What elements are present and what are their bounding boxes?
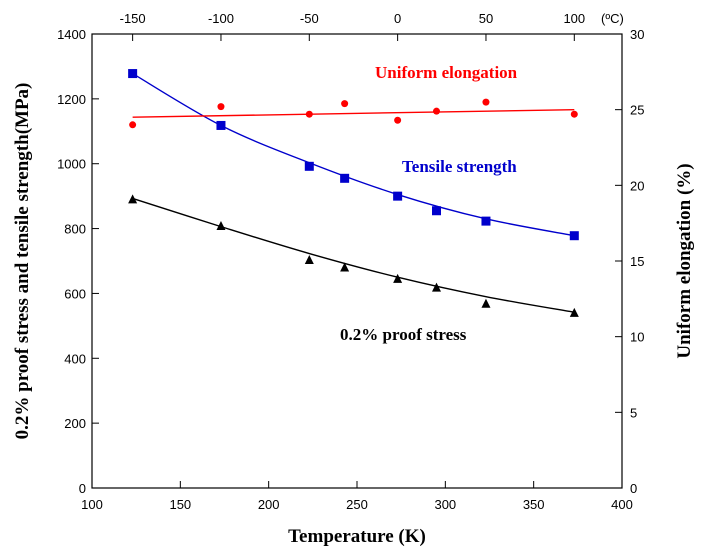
x-tick-label: 150 [169, 497, 191, 512]
x-tick-label: 300 [434, 497, 456, 512]
top-axis-unit: (ºC) [601, 11, 624, 26]
fit-line-2 [132, 108, 575, 118]
y2-tick-label: 10 [630, 330, 644, 345]
data-point-circle [217, 103, 225, 111]
x-tick-label: 200 [258, 497, 280, 512]
x-tick-label: 100 [81, 497, 103, 512]
y2-axis-title: Uniform elongation (%) [674, 163, 695, 358]
data-point-square [432, 206, 441, 216]
data-point-triangle [216, 220, 226, 230]
top-tick-label: -150 [120, 11, 146, 26]
top-tick-label: 50 [479, 11, 493, 26]
data-point-circle [341, 100, 349, 108]
data-point-circle [305, 110, 313, 118]
data-point-triangle [304, 255, 314, 265]
data-point-square [216, 120, 226, 130]
data-point-triangle [128, 194, 138, 204]
data-point-circle [394, 116, 402, 124]
plot-frame [91, 33, 623, 489]
y2-tick-label: 5 [630, 405, 637, 420]
top-tick-label: 0 [394, 11, 401, 26]
data-point-square [304, 161, 314, 171]
data-point-square [393, 191, 403, 201]
x-tick-label: 350 [523, 497, 545, 512]
data-point-circle [482, 98, 490, 106]
y-tick-label: 800 [64, 222, 86, 237]
y-tick-label: 400 [64, 351, 86, 366]
y2-tick-label: 20 [630, 178, 644, 193]
data-point-triangle [481, 298, 491, 308]
y-tick-label: 1000 [57, 157, 86, 172]
fit-line-0 [132, 72, 575, 237]
x-tick-label: 400 [611, 497, 633, 512]
data-point-circle [129, 121, 137, 129]
data-point-square [481, 216, 491, 226]
y-tick-label: 0 [79, 481, 86, 496]
y2-tick-label: 15 [630, 254, 644, 269]
y-tick-label: 1200 [57, 92, 86, 107]
data-point-square [128, 69, 138, 79]
data-point-triangle [393, 273, 403, 283]
x-tick-label: 250 [346, 497, 368, 512]
y-tick-label: 600 [64, 286, 86, 301]
data-point-triangle [569, 307, 579, 317]
series-annotation: 0.2% proof stress [340, 325, 467, 344]
y-tick-label: 1400 [57, 27, 86, 42]
data-point-circle [433, 107, 440, 115]
data-point-circle [570, 110, 578, 118]
ticks-layer: 100 150 200 250 300 350 400-150 -100 -50 0 50 10002… [57, 11, 644, 512]
labels-layer: Uniform elongation Tensile strength 0.2% p… [340, 63, 518, 344]
y2-tick-label: 0 [630, 481, 637, 496]
data-point-triangle [432, 282, 441, 292]
y-tick-label: 200 [64, 416, 86, 431]
data-point-square [569, 231, 579, 241]
marks-layer [128, 69, 579, 317]
series-annotation: Uniform elongation [375, 63, 518, 82]
fits-layer [132, 72, 575, 313]
data-point-triangle [340, 262, 350, 272]
data-point-square [340, 173, 350, 183]
series-annotation: Tensile strength [402, 157, 517, 176]
y-axis-title: 0.2% proof stress and tensile strength(M… [12, 83, 33, 440]
top-tick-label: -100 [208, 11, 234, 26]
y2-tick-label: 30 [630, 27, 644, 42]
fit-line-1 [132, 197, 575, 313]
x-axis-title: Temperature (K) [288, 526, 426, 547]
top-tick-label: 100 [563, 11, 585, 26]
y2-tick-label: 25 [630, 103, 644, 118]
top-tick-label: -50 [300, 11, 319, 26]
